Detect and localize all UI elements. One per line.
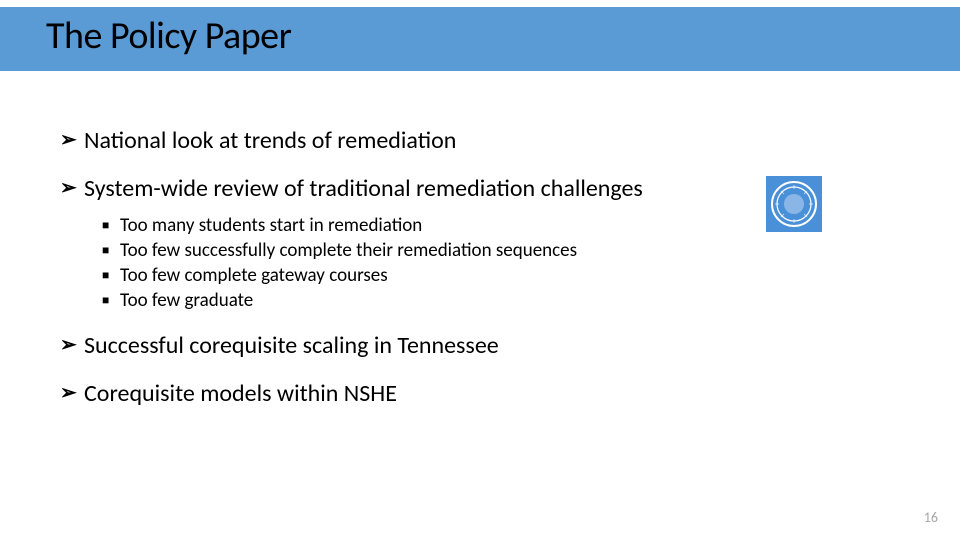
- slide-title: The Policy Paper: [0, 7, 960, 69]
- sub-bullet-text: Too many students start in remediation: [120, 214, 422, 238]
- sub-bullet-text: Too few successfully complete their reme…: [120, 239, 577, 263]
- seal-logo: [766, 176, 822, 232]
- main-bullet: ➢National look at trends of remediation: [60, 126, 760, 156]
- main-bullet-text: Corequisite models within NSHE: [84, 379, 397, 409]
- sub-bullet: ■Too few successfully complete their rem…: [102, 239, 760, 263]
- sub-bullet: ■Too few graduate: [102, 289, 760, 313]
- square-icon: ■: [102, 264, 120, 288]
- sub-bullet: ■Too many students start in remediation: [102, 214, 760, 238]
- arrow-icon: ➢: [60, 174, 84, 202]
- title-bar: The Policy Paper: [0, 7, 960, 71]
- main-bullet: ➢Corequisite models within NSHE: [60, 379, 760, 409]
- arrow-icon: ➢: [60, 331, 84, 359]
- square-icon: ■: [102, 214, 120, 238]
- main-bullet-text: Successful corequisite scaling in Tennes…: [84, 331, 499, 361]
- slide: The Policy Paper ➢National look at trend…: [0, 0, 960, 540]
- main-bullet: ➢System-wide review of traditional remed…: [60, 174, 760, 204]
- square-icon: ■: [102, 289, 120, 313]
- arrow-icon: ➢: [60, 126, 84, 154]
- sub-bullet: ■Too few complete gateway courses: [102, 264, 760, 288]
- square-icon: ■: [102, 239, 120, 263]
- main-bullet-text: System-wide review of traditional remedi…: [84, 174, 643, 204]
- sub-bullet-list: ■Too many students start in remediation■…: [102, 214, 760, 313]
- page-number: 16: [924, 509, 938, 526]
- arrow-icon: ➢: [60, 379, 84, 407]
- main-bullet-text: National look at trends of remediation: [84, 126, 456, 156]
- sub-bullet-text: Too few complete gateway courses: [120, 264, 388, 288]
- sub-bullet-text: Too few graduate: [120, 289, 253, 313]
- main-bullet: ➢Successful corequisite scaling in Tenne…: [60, 331, 760, 361]
- content: ➢National look at trends of remediation➢…: [60, 126, 760, 427]
